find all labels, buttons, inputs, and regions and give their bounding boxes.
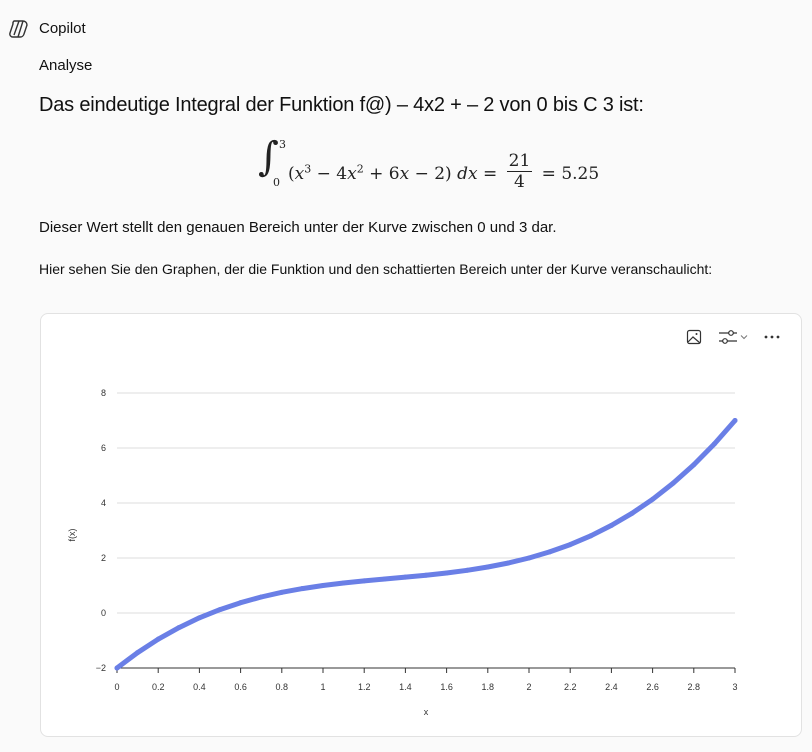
denominator: 4 bbox=[514, 172, 525, 192]
data-point bbox=[320, 583, 326, 588]
x-tick-label: 2.6 bbox=[646, 682, 659, 692]
equals: = bbox=[477, 164, 503, 184]
data-point bbox=[176, 625, 182, 631]
y-tick-label: 2 bbox=[101, 553, 106, 563]
y-tick-label: −2 bbox=[96, 663, 106, 673]
data-point bbox=[114, 665, 120, 671]
copilot-logo-icon bbox=[9, 20, 28, 38]
answer-heading: Das eindeutige Integral der Funktion f@)… bbox=[39, 94, 644, 116]
x-tick-label: 1.8 bbox=[482, 682, 495, 692]
y-tick-label: 6 bbox=[101, 443, 106, 453]
data-point bbox=[361, 578, 367, 584]
data-point bbox=[217, 607, 223, 613]
y-tick-label: 4 bbox=[101, 498, 106, 508]
var: x bbox=[347, 164, 357, 184]
dx: dx bbox=[457, 164, 478, 184]
data-point bbox=[196, 615, 202, 621]
term: − 4 bbox=[311, 164, 348, 184]
x-tick-label: 0.2 bbox=[152, 682, 165, 692]
x-tick-label: 0 bbox=[114, 682, 119, 692]
x-tick-label: 2.8 bbox=[688, 682, 701, 692]
data-point bbox=[464, 567, 470, 573]
x-tick-label: 0.8 bbox=[276, 682, 289, 692]
image-button[interactable] bbox=[685, 328, 703, 346]
numerator: 21 bbox=[506, 151, 533, 172]
image-icon bbox=[686, 329, 702, 345]
data-point bbox=[567, 542, 573, 548]
x-axis-label: x bbox=[424, 707, 429, 717]
data-point bbox=[135, 650, 141, 656]
integral-sign: ∫ bbox=[258, 134, 279, 180]
graph-intro: Hier sehen Sie den Graphen, der die Funk… bbox=[39, 261, 713, 277]
data-point bbox=[341, 580, 347, 586]
data-point bbox=[547, 549, 553, 555]
data-point bbox=[382, 576, 388, 582]
x-tick-label: 1.4 bbox=[399, 682, 412, 692]
data-point bbox=[485, 564, 491, 570]
analysis-label[interactable]: Analyse bbox=[39, 57, 93, 74]
data-point bbox=[629, 510, 635, 516]
x-tick-label: 3 bbox=[732, 682, 737, 692]
exp: 2 bbox=[356, 162, 364, 176]
x-tick-label: 0.6 bbox=[234, 682, 247, 692]
data-point bbox=[670, 480, 676, 486]
exp: 3 bbox=[304, 162, 312, 176]
term: − 2) bbox=[409, 164, 458, 184]
x-tick-label: 1.2 bbox=[358, 682, 371, 692]
term: + 6 bbox=[363, 164, 400, 184]
brand-name: Copilot bbox=[39, 20, 86, 37]
y-tick-label: 8 bbox=[101, 388, 106, 398]
x-tick-label: 0.4 bbox=[193, 682, 206, 692]
chart-card bbox=[40, 313, 802, 737]
data-point bbox=[155, 636, 161, 642]
chart-settings-button[interactable] bbox=[714, 328, 752, 346]
x-tick-label: 2.2 bbox=[564, 682, 577, 692]
x-tick-label: 1 bbox=[320, 682, 325, 692]
sliders-icon bbox=[719, 330, 737, 344]
result: = 5.25 bbox=[536, 164, 600, 184]
data-point bbox=[608, 522, 614, 528]
data-point bbox=[258, 594, 264, 600]
x-tick-label: 2.4 bbox=[605, 682, 618, 692]
var: x bbox=[294, 164, 305, 184]
data-point bbox=[732, 418, 738, 423]
data-point bbox=[402, 574, 408, 580]
data-point bbox=[279, 589, 285, 595]
var: x bbox=[399, 164, 410, 184]
data-point bbox=[238, 600, 244, 606]
data-point bbox=[526, 555, 532, 561]
more-icon bbox=[764, 335, 780, 339]
data-point bbox=[505, 560, 511, 566]
x-tick-label: 1.6 bbox=[440, 682, 453, 692]
data-point bbox=[299, 586, 305, 592]
y-axis-label: f(x) bbox=[67, 529, 77, 542]
y-tick-label: 0 bbox=[101, 608, 106, 618]
result-explanation: Dieser Wert stellt den genauen Bereich u… bbox=[39, 219, 557, 236]
function-line bbox=[114, 418, 738, 671]
fraction: 21 4 bbox=[506, 151, 533, 192]
lower-limit: 0 bbox=[273, 176, 280, 189]
chevron-down-icon bbox=[740, 335, 748, 340]
data-point bbox=[711, 441, 717, 447]
more-options-button[interactable] bbox=[762, 328, 782, 346]
data-point bbox=[423, 572, 429, 578]
data-point bbox=[691, 462, 697, 468]
paren: ( bbox=[288, 164, 295, 184]
data-point bbox=[588, 533, 594, 539]
data-point bbox=[650, 496, 656, 502]
data-point bbox=[444, 570, 450, 576]
x-tick-label: 2 bbox=[526, 682, 531, 692]
upper-limit: 3 bbox=[279, 138, 286, 151]
